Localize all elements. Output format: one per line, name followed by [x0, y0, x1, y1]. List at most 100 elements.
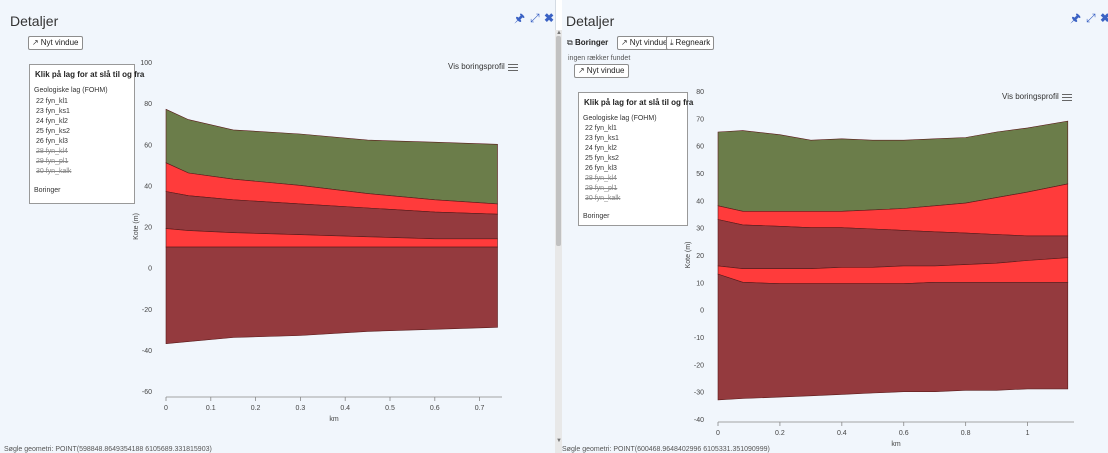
x-tick-label: 0.2 — [251, 405, 261, 412]
y-tick-label: 80 — [144, 101, 152, 108]
x-tick-label: 0.8 — [961, 430, 971, 437]
scrollbar-thumb[interactable] — [556, 36, 561, 246]
panel-title: Detaljer — [10, 13, 59, 29]
x-axis-label: km — [891, 441, 901, 448]
y-tick-label: 80 — [696, 89, 704, 96]
y-tick-label: 60 — [696, 144, 704, 151]
boringer-section: ⧉ Boringer — [567, 38, 608, 48]
y-tick-label: 60 — [144, 142, 152, 149]
legend-item-26[interactable]: 26 fyn_kl3 — [36, 138, 68, 145]
titlebar-left: Detaljer 🖈 ⤢ ✖ — [0, 0, 555, 30]
x-tick-label: 0.1 — [206, 405, 216, 412]
download-icon: ⤓ — [670, 38, 674, 47]
external-window-icon: ↗ — [578, 66, 585, 75]
boring-profile-chart-right: 80 70 60 50 40 30 20 10 0 -10 -20 -30 -40 0 0.2 0.4 0.6 0… — [562, 80, 1108, 448]
pin-icon[interactable]: 🖈 — [1070, 11, 1082, 25]
legend-item-23[interactable]: 23 fyn_ks1 — [585, 135, 619, 142]
y-tick-label: -20 — [142, 307, 152, 314]
legend-item-30[interactable]: 30 fyn_kalk — [585, 195, 621, 202]
y-tick-label: 20 — [144, 225, 152, 232]
no-rows-text: ingen rækker fundet — [568, 55, 631, 62]
x-tick-label: 0.4 — [340, 405, 350, 412]
x-tick-label: 0.5 — [385, 405, 395, 412]
x-tick-label: 0.7 — [475, 405, 485, 412]
legend-item-30[interactable]: 30 fyn_kalk — [36, 168, 72, 175]
nyt-vindue-small-button[interactable]: ↗ Nyt vindue — [617, 36, 672, 50]
boringer-label: Boringer — [574, 38, 609, 47]
layer-area-5 — [717, 273, 1069, 401]
pin-icon[interactable]: 🖈 — [514, 11, 526, 25]
legend-item-25[interactable]: 25 fyn_ks2 — [585, 155, 619, 162]
x-tick-label: 0.3 — [296, 405, 306, 412]
legend-boringer[interactable]: Boringer — [34, 187, 61, 194]
legend-item-24[interactable]: 24 fyn_kl2 — [36, 118, 68, 125]
legend-item-24[interactable]: 24 fyn_kl2 — [585, 145, 617, 152]
y-tick-label: 40 — [144, 183, 152, 190]
legend-item-28[interactable]: 28 fyn_kl4 — [585, 175, 617, 182]
external-window-icon: ↗ — [32, 38, 39, 47]
y-tick-label: 20 — [696, 253, 704, 260]
scroll-up-icon[interactable]: ▲ — [556, 30, 562, 36]
vis-boringsprofil-button[interactable]: Vis boringsprofil — [1002, 92, 1059, 101]
legend-item-29[interactable]: 29 fyn_pl1 — [36, 158, 69, 165]
legend-item-26[interactable]: 26 fyn_kl3 — [585, 165, 617, 172]
legend-item-28[interactable]: 28 fyn_kl4 — [36, 148, 68, 155]
x-tick-label: 0.4 — [837, 430, 847, 437]
legend-item-29[interactable]: 29 fyn_pl1 — [585, 185, 618, 192]
y-tick-label: 30 — [696, 226, 704, 233]
expand-icon[interactable]: ⤢ — [530, 11, 540, 25]
legend-item-22[interactable]: 22 fyn_kl1 — [585, 125, 617, 132]
external-window-icon: ↗ — [621, 38, 628, 47]
y-tick-label: -10 — [694, 335, 704, 342]
titlebar-right: Detaljer 🖈 ⤢ ✖ — [562, 0, 1108, 30]
nyt-vindue-button[interactable]: ↗ Nyt vindue — [574, 64, 629, 78]
details-panel-right: Detaljer 🖈 ⤢ ✖ ⧉ Boringer ↗ Nyt vindue ⤓ R… — [562, 0, 1108, 453]
legend-boringer[interactable]: Boringer — [583, 213, 610, 220]
x-tick-label: 1 — [1026, 430, 1030, 437]
vis-boringsprofil-button[interactable]: Vis boringsprofil — [448, 62, 505, 71]
layers-icon: ⧉ — [567, 38, 573, 47]
y-tick-label: 10 — [696, 280, 704, 287]
legend-item-23[interactable]: 23 fyn_ks1 — [36, 108, 70, 115]
x-tick-label: 0 — [164, 405, 168, 412]
y-tick-label: -30 — [694, 390, 704, 397]
y-axis-label: Kote (m) — [685, 242, 692, 269]
legend-item-22[interactable]: 22 fyn_kl1 — [36, 98, 68, 105]
y-tick-label: -40 — [694, 417, 704, 424]
y-tick-label: 70 — [696, 116, 704, 123]
y-tick-label: 0 — [148, 266, 152, 273]
boring-profile-chart-left: 100 80 60 40 20 0 -20 -40 -60 0 0.1 0.2 0.3 0.4 0.5 0.6… — [0, 50, 548, 445]
y-tick-label: -40 — [142, 348, 152, 355]
search-geometry-text: Søgle geometri: POINT(598848.8649354188 … — [4, 446, 212, 453]
menu-icon[interactable] — [508, 64, 518, 72]
expand-icon[interactable]: ⤢ — [1086, 11, 1096, 25]
y-axis-label: Kote (m) — [133, 213, 140, 240]
x-tick-label: 0 — [716, 430, 720, 437]
legend-box: Klik på lag for at slå til og fra Geolog… — [578, 92, 693, 226]
legend-group-label: Geologiske lag (FOHM) — [583, 115, 657, 122]
layer-area-5 — [165, 246, 498, 345]
x-tick-label: 0.6 — [430, 405, 440, 412]
x-tick-label: 0.2 — [775, 430, 785, 437]
x-tick-label: 0.6 — [899, 430, 909, 437]
y-tick-label: -60 — [142, 389, 152, 396]
details-panel-left: Detaljer 🖈 ⤢ ✖ ↗ Nyt vindue 100 80 60 40 20 0 -… — [0, 0, 556, 453]
regneark-button[interactable]: ⤓ Regneark — [666, 36, 715, 50]
y-tick-label: 40 — [696, 198, 704, 205]
close-icon[interactable]: ✖ — [1100, 11, 1108, 25]
legend-title: Klik på lag for at slå til og fra — [584, 98, 694, 107]
y-tick-label: 50 — [696, 171, 704, 178]
close-icon[interactable]: ✖ — [544, 11, 555, 25]
legend-title: Klik på lag for at slå til og fra — [35, 70, 145, 79]
panel-title: Detaljer — [566, 13, 615, 29]
menu-icon[interactable] — [1062, 94, 1072, 102]
legend-item-25[interactable]: 25 fyn_ks2 — [36, 128, 70, 135]
chart-svg: 100 80 60 40 20 0 -20 -40 -60 0 0.1 0.2 0.3 0.4 0.5 0.6… — [133, 60, 502, 423]
scroll-down-icon[interactable]: ▼ — [556, 438, 562, 444]
y-tick-label: 0 — [700, 308, 704, 315]
nyt-vindue-button[interactable]: ↗ Nyt vindue — [28, 36, 83, 50]
y-tick-label: 100 — [140, 60, 152, 67]
x-axis-label: km — [329, 416, 339, 423]
legend-box: Klik på lag for at slå til og fra Geolog… — [29, 64, 144, 204]
chart-svg: 80 70 60 50 40 30 20 10 0 -10 -20 -30 -40 0 0.2 0.4 0.6 0… — [685, 89, 1074, 448]
